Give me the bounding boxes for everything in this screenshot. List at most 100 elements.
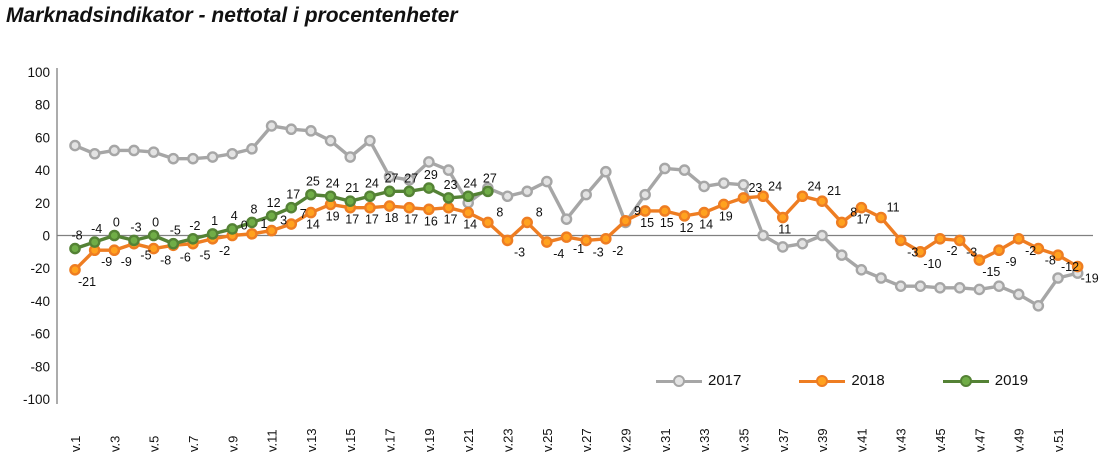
2018-label-w28: -2 [612, 244, 623, 258]
2018-marker-w50 [1032, 242, 1045, 255]
x-tick-label-v-7: v.7 [186, 436, 201, 452]
2017-marker-w26 [560, 213, 573, 225]
2018-label-w36: 24 [768, 179, 782, 193]
2019-marker-w16 [364, 190, 376, 203]
2018-label-w43: -3 [907, 245, 918, 259]
x-tick-label-v-51: v.51 [1051, 428, 1066, 452]
2018-label-w12: 7 [300, 207, 307, 221]
2017-marker-w27 [580, 188, 592, 201]
2017-marker-w12 [285, 123, 298, 136]
2018-marker-w19 [423, 203, 435, 216]
y-tick-label-8: -60 [30, 327, 50, 342]
2017-marker-w24 [521, 185, 533, 198]
2018-label-w8: -2 [219, 244, 230, 258]
2017-marker-w6 [167, 152, 180, 165]
x-tick-label-v-37: v.37 [776, 428, 791, 452]
2018-marker-w48 [993, 244, 1005, 257]
x-tick-label-v-49: v.49 [1012, 428, 1027, 452]
2017-marker-w40 [835, 249, 848, 261]
2018-label-w46: -3 [966, 245, 977, 259]
2019-label-w22: 27 [483, 171, 497, 185]
2019-label-w7: -2 [189, 219, 200, 233]
2018-marker-w13 [305, 206, 317, 219]
x-tick-label-v-45: v.45 [933, 428, 948, 452]
2019-label-w15: 21 [345, 181, 359, 195]
2017-marker-w41 [855, 264, 868, 276]
x-tick-label-v-15: v.15 [343, 428, 358, 452]
2017-marker-w3 [108, 144, 121, 157]
2017-marker-w51 [1052, 272, 1064, 284]
2019-marker-w17 [383, 185, 396, 198]
x-tick-label-v-35: v.35 [736, 428, 751, 452]
2018-marker-w30 [639, 205, 651, 217]
2017-marker-w16 [364, 134, 376, 147]
2017-marker-w28 [600, 165, 612, 178]
2018-label-w11: 3 [280, 214, 287, 228]
2017-marker-w15 [344, 151, 357, 163]
2017-marker-w38 [796, 237, 809, 250]
x-tick-label-v-19: v.19 [422, 428, 437, 452]
2019-marker-w4 [128, 234, 140, 247]
x-tick-label-v-43: v.43 [894, 428, 909, 452]
2018-marker-w23 [501, 234, 514, 247]
2017-marker-w23 [501, 190, 514, 203]
2018-label-w52: -19 [1081, 272, 1099, 286]
2018-label-w38: 24 [807, 179, 821, 193]
2019-marker-w7 [187, 232, 199, 245]
2017-marker-w20 [442, 164, 455, 176]
2019-marker-w20 [442, 192, 455, 204]
2018-marker-w44 [914, 246, 927, 258]
2019-marker-w1 [69, 242, 81, 255]
y-tick-label-4: 20 [35, 196, 50, 211]
2018-marker-w5 [147, 242, 160, 255]
2018-marker-w49 [1012, 232, 1025, 245]
2018-marker-w35 [737, 192, 750, 204]
x-tick-label-v-27: v.27 [579, 428, 594, 452]
2018-marker-w42 [875, 211, 887, 224]
2017-marker-w19 [423, 156, 435, 168]
2018-label-w6: -6 [180, 250, 191, 264]
2017-marker-w1 [69, 139, 81, 152]
2018-label-w9: 0 [241, 219, 248, 233]
2018-label-w31: 15 [660, 216, 674, 230]
chart-legend: 2017 2018 2019 [656, 372, 1028, 389]
2018-marker-w18 [403, 201, 416, 214]
x-tick-label-v-17: v.17 [383, 428, 398, 452]
y-tick-label-5: 0 [42, 229, 50, 244]
legend-swatch-2019 [942, 374, 989, 388]
2018-label-w47: -15 [982, 265, 1000, 279]
2017-marker-w4 [128, 144, 140, 157]
x-tick-label-v-47: v.47 [972, 428, 987, 452]
2018-marker-w46 [953, 234, 966, 247]
2018-marker-w45 [934, 232, 946, 245]
2018-label-w44: -10 [923, 257, 941, 271]
2019-label-w9: 4 [231, 209, 238, 223]
2017-marker-w42 [875, 272, 887, 284]
x-tick-label-v-21: v.21 [461, 428, 476, 452]
2018-marker-w17 [383, 200, 396, 212]
legend-label-2019: 2019 [994, 372, 1029, 389]
y-tick-label-10: -100 [23, 392, 50, 407]
x-tick-label-v-33: v.33 [697, 428, 712, 452]
2018-label-w20: 17 [444, 213, 458, 227]
2019-label-w20: 23 [444, 178, 458, 192]
2018-marker-w25 [541, 236, 553, 248]
2017-marker-w31 [659, 162, 671, 175]
2017-marker-w43 [894, 280, 907, 292]
2018-marker-w3 [108, 244, 121, 257]
y-tick-label-6: -20 [30, 261, 50, 276]
2018-marker-w22 [482, 216, 494, 229]
2018-marker-w40 [835, 216, 848, 229]
2018-label-w24: 8 [536, 205, 543, 219]
2018-label-w3: -9 [121, 255, 132, 269]
2019-marker-w15 [344, 195, 357, 207]
2018-label-w1: -21 [78, 275, 96, 289]
2019-marker-w22 [482, 185, 494, 198]
2018-label-w39: 21 [827, 184, 841, 198]
x-tick-label-v-29: v.29 [618, 428, 633, 452]
x-tick-label-v-9: v.9 [225, 436, 240, 452]
x-tick-label-v-25: v.25 [540, 428, 555, 452]
x-tick-label-v-5: v.5 [147, 436, 162, 452]
2018-marker-w11 [265, 224, 278, 237]
